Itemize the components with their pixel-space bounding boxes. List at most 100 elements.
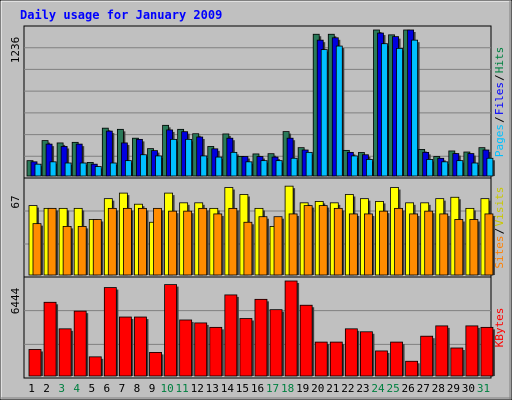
bar-pages-30 (471, 162, 479, 177)
bar-sites-6 (107, 207, 117, 276)
bar-kbytes-1 (28, 349, 42, 377)
day-label-29: 29 (447, 382, 460, 395)
bar-pages-5 (94, 166, 102, 177)
side-label-hits-files-pages-3: / (493, 74, 506, 81)
bar-kbytes-3 (58, 328, 72, 377)
bar-kbytes-5 (88, 356, 102, 377)
day-label-20: 20 (311, 382, 324, 395)
day-label-6: 6 (104, 382, 111, 395)
bar-sites-10 (168, 210, 177, 276)
day-label-13: 13 (206, 382, 219, 395)
day-label-27: 27 (417, 382, 430, 395)
bar-sites-5 (92, 219, 102, 276)
bar-kbytes-15 (239, 318, 253, 377)
bar-sites-19 (303, 205, 313, 276)
chart-title: Daily usage for January 2009 (20, 8, 222, 22)
bar-sites-9 (153, 207, 162, 276)
day-label-19: 19 (296, 382, 309, 395)
bar-kbytes-19 (299, 304, 313, 377)
day-label-21: 21 (326, 382, 339, 395)
ymax-label-hits-files-pages: 1236 (9, 37, 22, 64)
day-label-12: 12 (191, 382, 204, 395)
bar-files-18 (286, 137, 294, 177)
bar-sites-1 (32, 223, 42, 276)
bar-pages-1 (34, 163, 42, 177)
bar-pages-21 (335, 45, 343, 177)
bar-pages-28 (441, 161, 449, 177)
bar-files-3 (60, 146, 68, 177)
bar-kbytes-28 (435, 325, 449, 377)
side-label-visits-sites-0: Sites (493, 235, 506, 268)
x-axis-labels: 1 2 3 4 5 6 7 8 9 10 11 12 13 14 15 16 17 18 19 20 21 22 23 24 2… (28, 382, 490, 395)
bar-sites-2 (47, 207, 57, 276)
ymax-label-visits-sites: 67 (9, 195, 22, 208)
day-label-22: 22 (341, 382, 354, 395)
bar-pages-16 (260, 160, 268, 177)
day-label-23: 23 (356, 382, 369, 395)
bar-pages-13 (215, 156, 223, 177)
day-label-16: 16 (251, 382, 264, 395)
bar-pages-9 (155, 155, 162, 177)
day-label-4: 4 (73, 382, 80, 395)
bar-kbytes-21 (329, 341, 343, 377)
bar-kbytes-10 (164, 284, 177, 377)
day-label-24: 24 (371, 382, 385, 395)
side-label-hits-files-pages-4: Hits (493, 47, 506, 74)
bar-kbytes-27 (420, 335, 434, 377)
bar-sites-12 (198, 207, 208, 276)
day-label-31: 31 (477, 382, 490, 395)
bar-sites-22 (348, 213, 358, 276)
bar-sites-13 (213, 213, 223, 276)
side-label-visits-sites-2: Visits (493, 187, 506, 227)
side-label-hits-files-pages-0: Pages (493, 124, 506, 157)
bar-sites-7 (122, 207, 132, 276)
day-label-28: 28 (432, 382, 445, 395)
bar-sites-29 (454, 219, 464, 276)
bar-kbytes-12 (194, 322, 208, 377)
bar-kbytes-18 (284, 280, 298, 377)
bar-sites-11 (183, 210, 193, 276)
bar-pages-7 (124, 160, 132, 177)
ymax-label-kbytes: 6444 (9, 287, 22, 314)
bar-kbytes-8 (134, 316, 147, 377)
bar-kbytes-30 (465, 325, 479, 377)
day-label-5: 5 (88, 382, 95, 395)
side-label-kbytes-0: KBytes (493, 308, 506, 348)
bar-sites-8 (138, 207, 147, 276)
bar-pages-20 (320, 49, 328, 177)
side-label-hits-files-pages-2: Files (493, 82, 506, 115)
bar-kbytes-6 (103, 287, 117, 377)
bar-kbytes-26 (405, 360, 419, 377)
bar-kbytes-20 (314, 341, 328, 377)
bar-kbytes-4 (73, 310, 87, 377)
bar-sites-30 (469, 219, 479, 276)
day-label-18: 18 (281, 382, 294, 395)
bar-sites-28 (439, 213, 449, 276)
bar-sites-3 (62, 226, 72, 276)
day-label-7: 7 (119, 382, 126, 395)
bar-sites-15 (243, 221, 253, 276)
day-label-2: 2 (43, 382, 50, 395)
bar-kbytes-2 (43, 301, 57, 377)
bar-files-4 (75, 143, 83, 177)
day-label-1: 1 (28, 382, 35, 395)
bar-kbytes-22 (344, 328, 358, 377)
bar-pages-8 (140, 154, 147, 177)
bar-pages-3 (64, 162, 72, 177)
bar-pages-26 (411, 39, 419, 177)
bar-pages-25 (396, 48, 403, 177)
bar-kbytes-29 (450, 347, 464, 377)
bar-kbytes-23 (360, 331, 373, 377)
bar-pages-10 (170, 138, 177, 177)
day-label-10: 10 (160, 382, 173, 395)
bar-kbytes-13 (209, 326, 223, 377)
bar-sites-20 (318, 205, 328, 276)
day-label-26: 26 (402, 382, 415, 395)
bar-sites-24 (379, 210, 388, 276)
bar-pages-22 (350, 155, 358, 177)
bar-kbytes-7 (118, 316, 132, 377)
bar-files-6 (105, 130, 113, 177)
bar-pages-14 (230, 151, 238, 177)
bar-pages-24 (381, 43, 388, 177)
